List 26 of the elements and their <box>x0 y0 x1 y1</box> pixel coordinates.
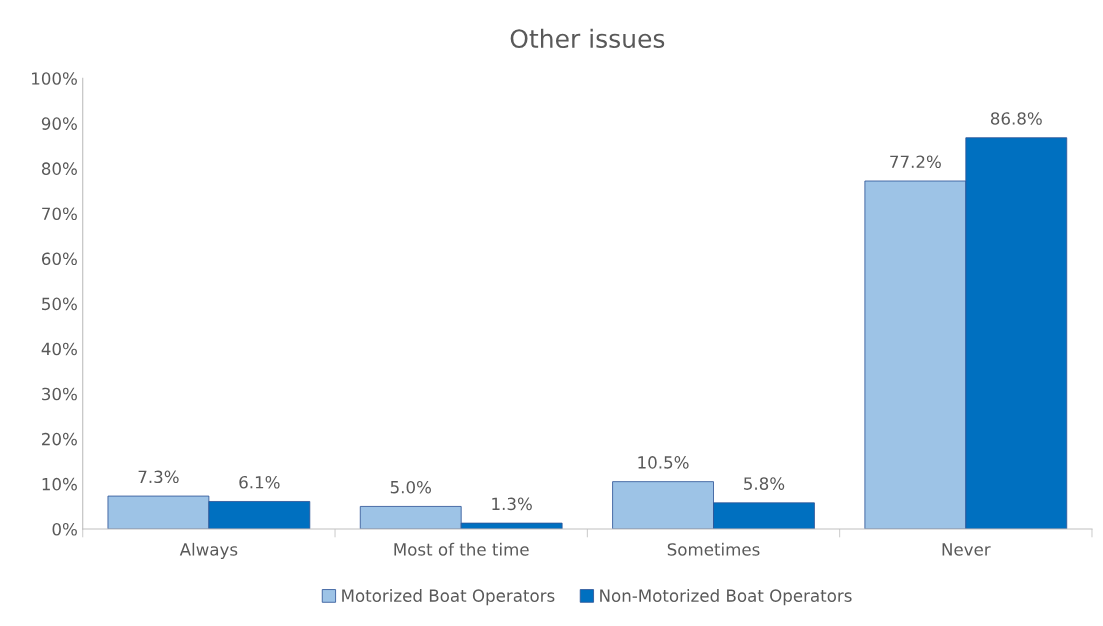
y-tick-label: 30% <box>42 387 77 401</box>
y-tick-label: 0% <box>52 522 77 536</box>
y-tick-label: 70% <box>42 207 77 221</box>
legend-label: Non-Motorized Boat Operators <box>600 589 852 606</box>
data-label: 10.5% <box>638 456 689 469</box>
data-label: 5.8% <box>744 477 785 490</box>
data-label: 77.2% <box>890 155 941 169</box>
chart-title: Other issues <box>510 28 665 49</box>
data-label: 6.1% <box>239 475 280 489</box>
y-tick-label: 90% <box>41 117 77 130</box>
y-tick-label: 50% <box>42 297 77 311</box>
legend-label: Motorized Boat Operators <box>342 589 555 606</box>
y-tick-label: 80% <box>41 162 77 175</box>
x-tick-label: Never <box>942 543 991 556</box>
data-label: 5.0% <box>390 480 431 494</box>
y-tick-label: 40% <box>41 342 77 356</box>
y-tick-label: 60% <box>41 252 77 266</box>
x-tick-label: Always <box>179 542 238 559</box>
y-tick-label: 10% <box>42 477 77 491</box>
data-label: 86.8% <box>990 112 1042 125</box>
data-label: 7.3% <box>138 470 179 484</box>
data-label: 1.3% <box>492 497 532 511</box>
x-tick-label: Sometimes <box>667 542 760 556</box>
x-tick-label: Most of the time <box>394 542 529 556</box>
y-tick-label: 100% <box>32 72 77 85</box>
y-tick-label: 20% <box>42 432 77 446</box>
